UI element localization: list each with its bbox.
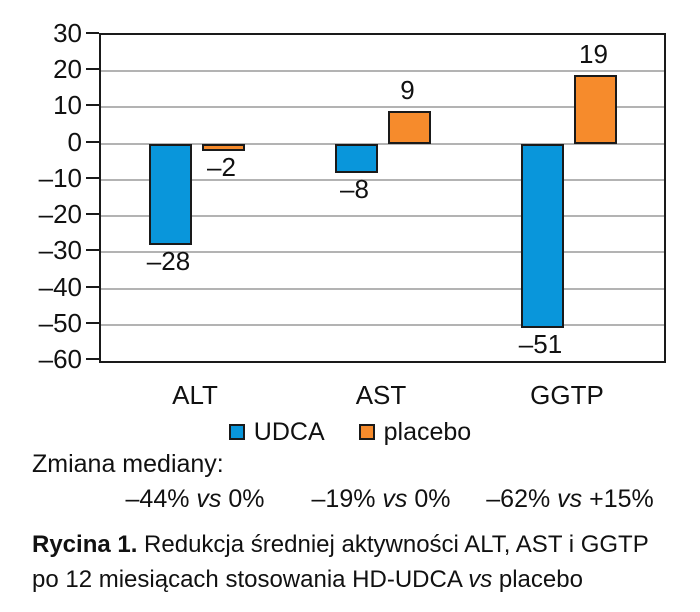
y-axis-tick bbox=[86, 358, 99, 360]
median-change-heading: Zmiana mediany: bbox=[32, 450, 224, 478]
y-axis-tick-label: 0 bbox=[67, 126, 82, 157]
y-axis-tick bbox=[86, 213, 99, 216]
gridline bbox=[101, 323, 664, 326]
median-ggtp-udca: –62% bbox=[486, 485, 558, 513]
median-ast-vs: vs bbox=[382, 485, 408, 513]
y-axis-tick-label: –30 bbox=[38, 235, 82, 266]
gridline bbox=[101, 142, 664, 145]
category-label-alt: ALT bbox=[172, 380, 218, 410]
udca-swatch-icon bbox=[228, 424, 245, 440]
median-alt-placebo: 0% bbox=[221, 485, 265, 513]
y-axis-tick bbox=[86, 68, 99, 71]
y-axis-tick-label: –60 bbox=[38, 344, 82, 374]
median-ggtp-vs: vs bbox=[557, 485, 583, 513]
gridline bbox=[101, 106, 664, 109]
category-label-ggtp: GGTP bbox=[530, 380, 604, 410]
bar-value-label: 9 bbox=[400, 75, 415, 106]
y-axis-tick-label: 30 bbox=[53, 18, 82, 48]
gridline bbox=[101, 215, 664, 218]
figure-caption: Rycina 1. Redukcja średniej aktywności A… bbox=[32, 527, 692, 597]
bar-placebo-alt bbox=[202, 143, 245, 151]
caption-line-1: Rycina 1. Redukcja średniej aktywności A… bbox=[32, 527, 692, 562]
chart-legend: UDCA placebo bbox=[0, 417, 700, 447]
y-axis-tick bbox=[86, 32, 99, 34]
bar-value-label: –51 bbox=[518, 329, 563, 360]
bar-value-label: –8 bbox=[340, 173, 369, 204]
bar-placebo-ggtp bbox=[574, 74, 617, 144]
caption-line2-start: po 12 miesiącach stosowania HD-UDCA bbox=[32, 566, 469, 593]
y-axis-tick-label: –40 bbox=[38, 271, 82, 302]
legend-item-udca: UDCA bbox=[228, 417, 325, 446]
y-axis-tick bbox=[86, 249, 99, 252]
y-axis-tick bbox=[86, 285, 99, 288]
caption-figure-number: Rycina 1. bbox=[32, 531, 138, 558]
median-change-ast: –19% vs 0% bbox=[312, 486, 451, 513]
bar-value-label: –2 bbox=[207, 151, 236, 182]
gridline bbox=[101, 70, 664, 73]
y-axis-tick bbox=[86, 321, 99, 324]
bar-chart-plot-area bbox=[99, 33, 666, 363]
legend-item-placebo: placebo bbox=[358, 417, 472, 446]
gridline bbox=[101, 251, 664, 254]
median-ggtp-placebo: +15% bbox=[582, 485, 654, 513]
y-axis-tick bbox=[86, 140, 99, 143]
y-axis-tick bbox=[86, 176, 99, 179]
median-change-alt: –44% vs 0% bbox=[126, 486, 265, 513]
y-axis-tick-label: –10 bbox=[38, 162, 82, 193]
category-label-ast: AST bbox=[355, 380, 407, 410]
legend-label-udca: UDCA bbox=[253, 417, 325, 446]
placebo-swatch-icon bbox=[358, 424, 375, 440]
bar-value-label: 19 bbox=[579, 38, 608, 69]
caption-line1-text: Redukcja średniej aktywności ALT, AST i … bbox=[137, 531, 649, 558]
legend-label-placebo: placebo bbox=[383, 417, 472, 446]
median-change-ggtp: –62% vs +15% bbox=[486, 486, 653, 513]
bar-udca-ggtp bbox=[521, 143, 564, 329]
gridline bbox=[101, 178, 664, 181]
y-axis-tick-label: 20 bbox=[53, 54, 82, 85]
y-axis-tick-label: –50 bbox=[38, 307, 82, 338]
median-alt-vs: vs bbox=[196, 485, 222, 513]
bar-udca-ast bbox=[335, 143, 378, 173]
median-ast-placebo: 0% bbox=[407, 485, 451, 513]
caption-line2-vs: vs bbox=[468, 566, 493, 593]
caption-line-2: po 12 miesiącach stosowania HD-UDCA vs p… bbox=[32, 562, 692, 597]
median-alt-udca: –44% bbox=[125, 485, 197, 513]
y-axis-tick bbox=[86, 104, 99, 107]
bar-value-label: –28 bbox=[146, 246, 191, 277]
bar-udca-alt bbox=[149, 143, 192, 246]
gridline bbox=[101, 287, 664, 290]
caption-line2-end: placebo bbox=[492, 566, 583, 593]
bar-placebo-ast bbox=[388, 111, 431, 144]
y-axis-tick-label: 10 bbox=[53, 90, 82, 121]
y-axis-tick-label: –20 bbox=[38, 199, 82, 230]
median-ast-udca: –19% bbox=[311, 485, 383, 513]
